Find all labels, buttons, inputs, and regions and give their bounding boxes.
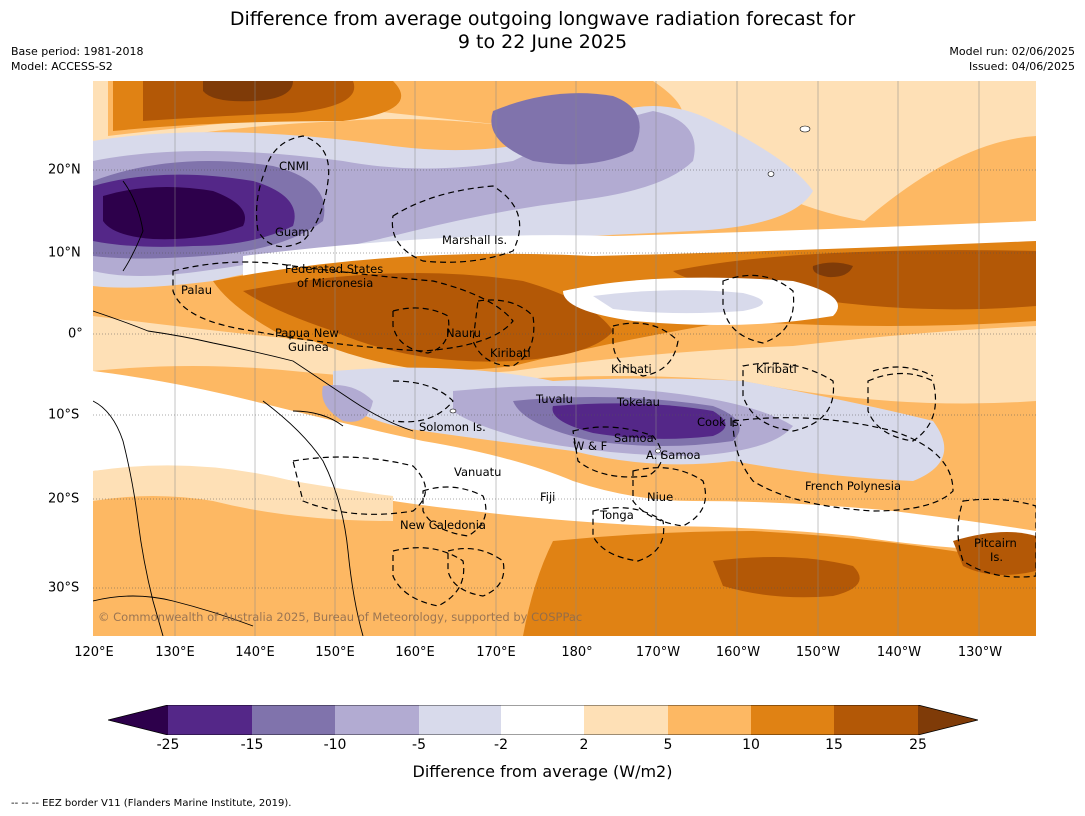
- colorbar-title: Difference from average (W/m2): [412, 762, 673, 781]
- colorbar-label: 15: [825, 737, 843, 753]
- colorbar-segment: [918, 705, 978, 735]
- label-nauru: Nauru: [446, 326, 481, 340]
- eez-footnote: -- -- -- EEZ border V11 (Flanders Marine…: [11, 798, 292, 809]
- lat-tick: 20°S: [48, 491, 80, 507]
- label-cnmi: CNMI: [279, 159, 309, 173]
- lat-tick: 10°S: [48, 407, 80, 423]
- lat-tick: 20°N: [48, 162, 81, 178]
- label-wallis-futuna: W & F: [573, 439, 608, 453]
- colorbar-segment: [252, 705, 335, 735]
- issued-date: Issued: 04/06/2025: [968, 60, 1075, 73]
- colorbar-segment: [108, 705, 168, 735]
- label-cook-islands: Cook Is.: [697, 415, 743, 429]
- colorbar-label: -10: [323, 737, 347, 753]
- label-samoa: Samoa: [614, 431, 654, 445]
- colorbar-segment: [335, 705, 419, 735]
- meta-left: Base period: 1981-2018 Model: ACCESS-S2: [11, 44, 143, 74]
- anomaly-map: [93, 81, 1036, 636]
- lon-tick: 170°W: [635, 645, 681, 660]
- label-micronesia-2: of Micronesia: [297, 276, 374, 290]
- copyright-notice: © Commonwealth of Australia 2025, Bureau…: [98, 610, 583, 624]
- colorbar-segment: [751, 705, 834, 735]
- label-micronesia-1: Federated States: [285, 262, 384, 276]
- model-run: Model run: 02/06/2025: [949, 45, 1075, 58]
- lon-tick: 150°W: [795, 645, 841, 660]
- label-marshall-islands: Marshall Is.: [442, 233, 508, 247]
- lat-tick: 30°S: [48, 580, 80, 596]
- title-line-1: Difference from average outgoing longwav…: [229, 8, 856, 30]
- colorbar-label: 5: [663, 737, 673, 753]
- colorbar-segment: [668, 705, 751, 735]
- colorbar-segment: [501, 705, 584, 735]
- lon-tick: 150°E: [315, 645, 355, 660]
- title-line-2: 9 to 22 June 2025: [457, 31, 628, 53]
- label-kiribati-central: Kiribati: [611, 362, 652, 376]
- label-american-samoa: A. Samoa: [646, 448, 701, 462]
- lon-tick: 160°W: [715, 645, 761, 660]
- label-guam: Guam: [275, 225, 310, 239]
- label-vanuatu: Vanuatu: [454, 465, 502, 479]
- label-pitcairn-1: Pitcairn: [974, 536, 1017, 550]
- label-french-polynesia: French Polynesia: [805, 479, 902, 493]
- colorbar-label: 25: [909, 737, 927, 753]
- colorbar-label: 10: [742, 737, 760, 753]
- colorbar-label: 2: [579, 737, 589, 753]
- lon-tick: 140°W: [876, 645, 922, 660]
- colorbar-label: -25: [156, 737, 180, 753]
- label-png-2: Guinea: [288, 340, 329, 354]
- colorbar-label: -15: [240, 737, 264, 753]
- colorbar-segment: [419, 705, 501, 735]
- label-niue: Niue: [647, 490, 674, 504]
- label-palau: Palau: [181, 283, 212, 297]
- colorbar-label: -5: [412, 737, 426, 753]
- lon-tick: 130°W: [957, 645, 1003, 660]
- lon-tick: 170°E: [476, 645, 516, 660]
- lon-tick: 180°: [561, 645, 593, 660]
- base-period: Base period: 1981-2018: [11, 45, 144, 58]
- colorbar-segment: [584, 705, 668, 735]
- label-kiribati-west: Kiribati: [490, 346, 531, 360]
- model-name: Model: ACCESS-S2: [11, 60, 113, 73]
- colorbar-segment: [834, 705, 918, 735]
- label-tuvalu: Tuvalu: [536, 392, 573, 406]
- lon-tick: 120°E: [74, 645, 114, 660]
- colorbar-label: -2: [494, 737, 508, 753]
- label-kiribati-east: Kiribati: [756, 362, 797, 376]
- label-tonga: Tonga: [600, 508, 634, 522]
- label-fiji: Fiji: [540, 490, 556, 504]
- colorbar: [108, 705, 978, 735]
- lat-tick: 0°: [68, 326, 83, 342]
- colorbar-segment: [168, 705, 252, 735]
- map-panel: [93, 81, 1036, 636]
- lon-tick: 160°E: [395, 645, 435, 660]
- lon-tick: 130°E: [155, 645, 195, 660]
- map-title: Difference from average outgoing longwav…: [0, 8, 1085, 54]
- meta-right: Model run: 02/06/2025 Issued: 04/06/2025: [949, 44, 1075, 74]
- lon-tick: 140°E: [235, 645, 275, 660]
- label-solomon-islands: Solomon Is.: [419, 420, 486, 434]
- label-tokelau: Tokelau: [617, 395, 660, 409]
- label-new-caledonia: New Caledonia: [400, 518, 486, 532]
- lat-tick: 10°N: [48, 245, 81, 261]
- label-png-1: Papua New: [275, 326, 339, 340]
- label-pitcairn-2: Is.: [990, 550, 1004, 564]
